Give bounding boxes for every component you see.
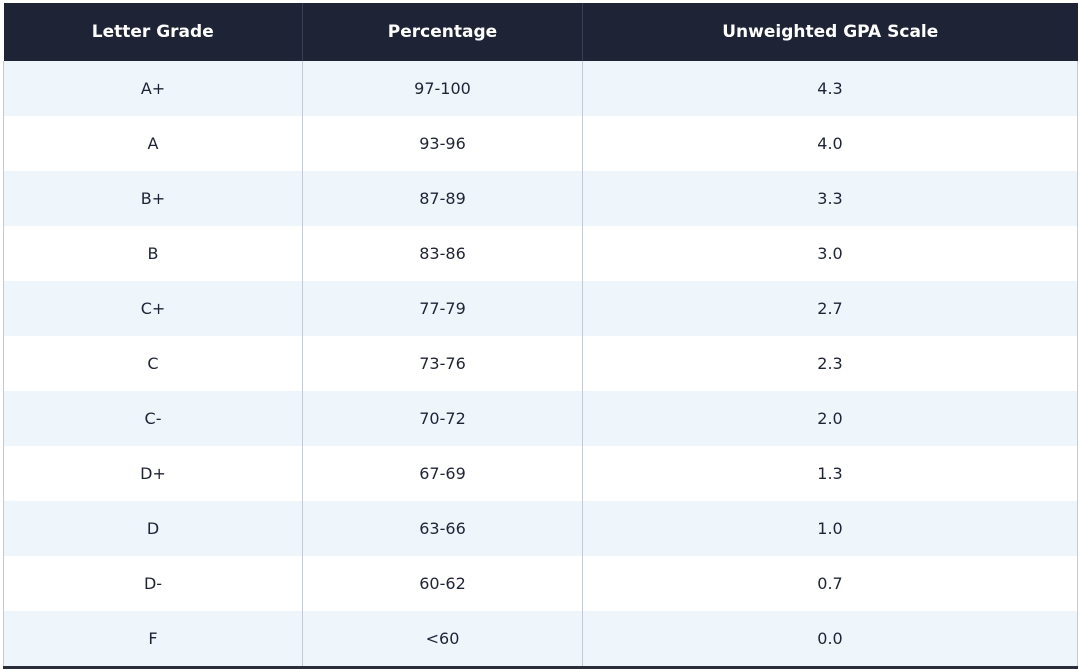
grade-table: Letter Grade Percentage Unweighted GPA Sca…: [3, 3, 1078, 669]
table-row: C+ 77-79 2.7: [3, 281, 1078, 336]
table-cell: 70-72: [302, 391, 583, 446]
table-cell: 73-76: [302, 336, 583, 391]
table-cell: 93-96: [302, 116, 583, 171]
table-cell: D-: [3, 556, 303, 611]
table-cell: 1.0: [582, 501, 1078, 556]
table-cell: 1.3: [582, 446, 1078, 501]
table-container: Letter Grade Percentage Unweighted GPA Sca…: [3, 3, 1078, 669]
table-cell: <60: [302, 611, 583, 669]
table-cell: 77-79: [302, 281, 583, 336]
table-row: A 93-96 4.0: [3, 116, 1078, 171]
header-row: Letter Grade Percentage Unweighted GPA Sca…: [3, 3, 1078, 61]
table-cell: C: [3, 336, 303, 391]
table-cell: A+: [3, 61, 303, 116]
table-cell: B: [3, 226, 303, 281]
table-row: C- 70-72 2.0: [3, 391, 1078, 446]
table-row: D 63-66 1.0: [3, 501, 1078, 556]
table-cell: 2.3: [582, 336, 1078, 391]
table-cell: 0.7: [582, 556, 1078, 611]
table-row: D+ 67-69 1.3: [3, 446, 1078, 501]
table-row: F <60 0.0: [3, 611, 1078, 669]
table-row: D- 60-62 0.7: [3, 556, 1078, 611]
table-cell: 83-86: [302, 226, 583, 281]
table-cell: D+: [3, 446, 303, 501]
table-row: B+ 87-89 3.3: [3, 171, 1078, 226]
table-cell: 3.0: [582, 226, 1078, 281]
table-cell: 2.0: [582, 391, 1078, 446]
table-cell: C+: [3, 281, 303, 336]
table-header: Letter Grade Percentage Unweighted GPA Sca…: [3, 3, 1078, 61]
table-cell: D: [3, 501, 303, 556]
table-cell: 4.0: [582, 116, 1078, 171]
table-row: C 73-76 2.3: [3, 336, 1078, 391]
table-row: B 83-86 3.0: [3, 226, 1078, 281]
table-cell: 3.3: [582, 171, 1078, 226]
table-cell: 67-69: [302, 446, 583, 501]
table-cell: 4.3: [582, 61, 1078, 116]
table-cell: A: [3, 116, 303, 171]
table-cell: 87-89: [302, 171, 583, 226]
table-cell: F: [3, 611, 303, 669]
table-cell: 97-100: [302, 61, 583, 116]
header-cell: Unweighted GPA Scale: [582, 3, 1078, 61]
table-cell: B+: [3, 171, 303, 226]
header-cell: Letter Grade: [3, 3, 303, 61]
table-cell: 0.0: [582, 611, 1078, 669]
table-row: A+ 97-100 4.3: [3, 61, 1078, 116]
header-cell: Percentage: [302, 3, 583, 61]
table-cell: 2.7: [582, 281, 1078, 336]
table-cell: 63-66: [302, 501, 583, 556]
table-cell: C-: [3, 391, 303, 446]
table-cell: 60-62: [302, 556, 583, 611]
table-body: A+ 97-100 4.3 A 93-96 4.0 B+ 87-89 3.3 B 83-86 3.0 C…: [3, 61, 1078, 669]
